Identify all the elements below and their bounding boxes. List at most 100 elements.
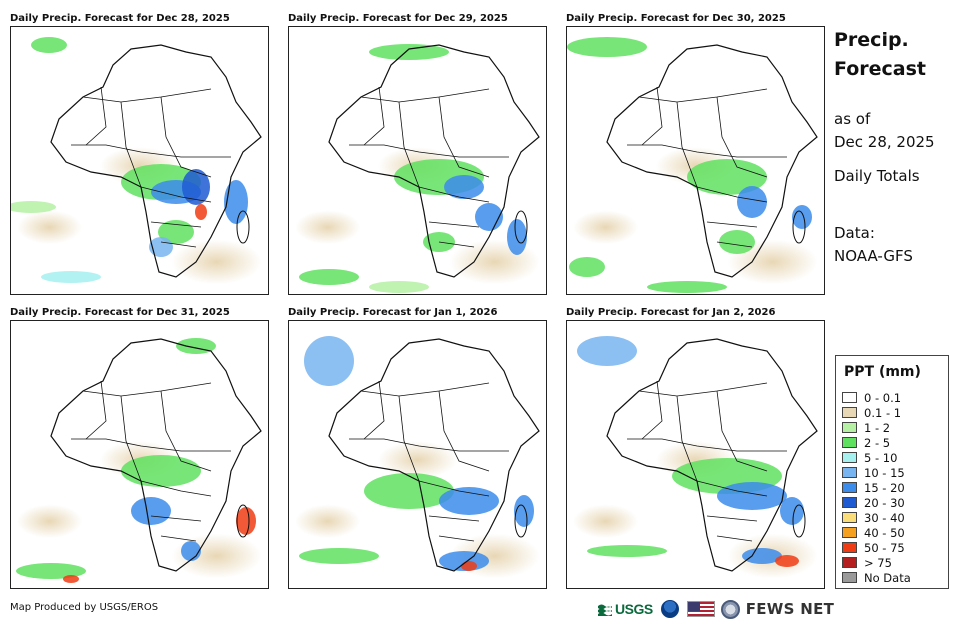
- legend-swatch: [842, 512, 857, 523]
- precip-area: [369, 281, 429, 293]
- africa-precip-map: [10, 320, 269, 589]
- precip-area: [182, 169, 210, 205]
- legend-item: 0.1 - 1: [842, 405, 901, 420]
- country-border: [85, 380, 107, 440]
- africa-precip-map: [288, 26, 547, 295]
- country-border: [120, 395, 142, 482]
- legend-item: 2 - 5: [842, 435, 890, 450]
- legend-swatch: [842, 452, 857, 463]
- madagascar-outline: [792, 504, 806, 538]
- legend-swatch: [842, 497, 857, 508]
- state-dept-seal-icon: [720, 599, 740, 619]
- precip-area: [158, 220, 194, 244]
- panel-title: Daily Precip. Forecast for Dec 31, 2025: [10, 307, 230, 318]
- precip-area: [737, 186, 767, 218]
- precip-area: [569, 257, 605, 277]
- country-border: [418, 480, 490, 497]
- country-border: [360, 382, 490, 397]
- panel-title: Daily Precip. Forecast for Jan 2, 2026: [566, 307, 776, 318]
- legend-item: 20 - 30: [842, 495, 905, 510]
- legend-item: 10 - 15: [842, 465, 905, 480]
- country-border: [349, 144, 509, 158]
- country-border: [438, 390, 490, 472]
- us-flag-icon: [686, 601, 715, 617]
- precip-area: [507, 219, 527, 255]
- country-border: [140, 186, 212, 203]
- country-border: [716, 241, 753, 248]
- continent-outline: [606, 44, 818, 278]
- country-border: [716, 390, 768, 472]
- precip-area: [149, 237, 173, 257]
- as-of-label: as of: [834, 110, 871, 128]
- map-graphic: [11, 37, 262, 283]
- precip-area: [364, 473, 454, 509]
- country-border: [160, 241, 197, 248]
- continent-outline: [50, 338, 262, 572]
- legend-item: 50 - 75: [842, 540, 905, 555]
- country-border: [363, 380, 385, 440]
- continent-outline: [328, 44, 540, 278]
- legend-label: 50 - 75: [864, 540, 905, 555]
- usgs-wave-icon: [598, 604, 612, 616]
- country-border: [150, 221, 202, 228]
- country-border: [716, 535, 753, 542]
- info-title-line1: Precip.: [834, 29, 909, 51]
- precip-area: [717, 482, 787, 510]
- madagascar-outline: [236, 210, 250, 244]
- africa-precip-map: [566, 320, 825, 589]
- precip-area: [11, 201, 56, 213]
- precip-area: [742, 548, 782, 564]
- madagascar-outline: [514, 210, 528, 244]
- country-border: [398, 101, 420, 188]
- fews-net-logo: FEWS NET: [745, 600, 835, 618]
- country-border: [140, 480, 212, 497]
- data-source: NOAA-GFS: [834, 247, 913, 265]
- country-border: [641, 380, 663, 440]
- precip-area: [299, 548, 379, 564]
- legend-label: 15 - 20: [864, 480, 905, 495]
- panel-title: Daily Precip. Forecast for Jan 1, 2026: [288, 307, 498, 318]
- legend-item: 30 - 40: [842, 510, 905, 525]
- country-border: [428, 221, 480, 228]
- country-border: [71, 438, 231, 452]
- legend-swatch: [842, 407, 857, 418]
- country-border: [160, 535, 197, 542]
- map-producer-credit: Map Produced by USGS/EROS: [10, 602, 159, 613]
- panel-title: Daily Precip. Forecast for Dec 29, 2025: [288, 13, 508, 24]
- legend-swatch: [842, 467, 857, 478]
- legend-swatch: [842, 572, 857, 583]
- legend-label: No Data: [864, 570, 911, 585]
- country-border: [160, 390, 212, 472]
- country-border: [120, 101, 142, 188]
- map-graphic: [299, 44, 540, 293]
- noaa-logo: [660, 600, 679, 618]
- legend-label: 5 - 10: [864, 450, 898, 465]
- legend-item: 15 - 20: [842, 480, 905, 495]
- country-border: [160, 96, 212, 178]
- country-border: [706, 515, 758, 522]
- precip-area: [577, 336, 637, 366]
- precip-area: [63, 575, 79, 583]
- usgs-text: USGS: [615, 601, 653, 617]
- legend-item: No Data: [842, 570, 911, 585]
- country-border: [696, 186, 768, 203]
- legend-label: 40 - 50: [864, 525, 905, 540]
- precip-area: [792, 205, 812, 229]
- map-graphic: [16, 338, 262, 583]
- precip-area: [299, 269, 359, 285]
- precip-area: [780, 497, 804, 525]
- africa-precip-map: [288, 320, 547, 589]
- as-of-date: Dec 28, 2025: [834, 133, 935, 151]
- legend-label: 10 - 15: [864, 465, 905, 480]
- country-border: [418, 186, 490, 203]
- country-border: [641, 86, 663, 146]
- legend-swatch: [842, 527, 857, 538]
- legend-swatch: [842, 557, 857, 568]
- country-border: [438, 96, 490, 178]
- country-border: [706, 221, 758, 228]
- map-graphic: [577, 336, 818, 572]
- precip-area: [687, 159, 767, 195]
- legend-label: 20 - 30: [864, 495, 905, 510]
- forecast-info: Precip. Forecast as of Dec 28, 2025 Dail…: [834, 26, 935, 268]
- country-border: [638, 382, 768, 397]
